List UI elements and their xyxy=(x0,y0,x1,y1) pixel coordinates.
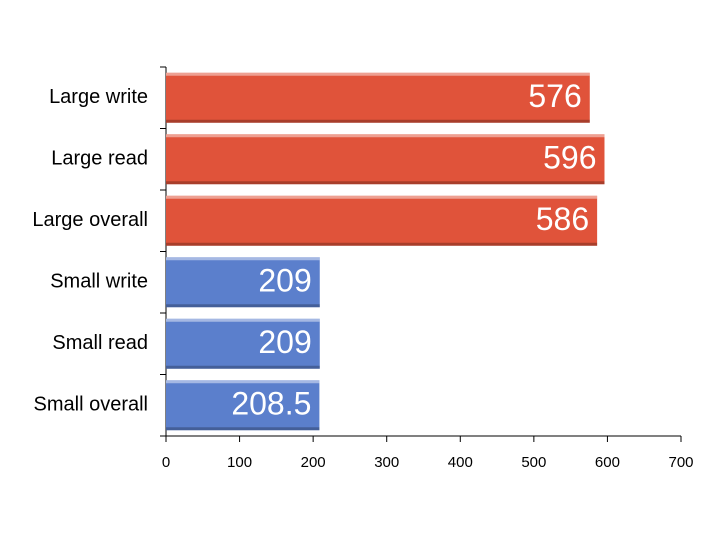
value-label: 596 xyxy=(543,140,596,176)
bar-highlight xyxy=(166,257,320,261)
x-tick-label: 400 xyxy=(448,454,473,471)
bar xyxy=(166,195,598,246)
y-tick-label: Small read xyxy=(52,332,148,354)
bar xyxy=(166,72,590,123)
x-tick-label: 700 xyxy=(668,454,693,471)
bar-highlight xyxy=(166,134,605,138)
value-label: 208.5 xyxy=(231,386,311,422)
bar-highlight xyxy=(166,380,320,384)
y-tick-label: Small write xyxy=(50,271,148,293)
y-tick-label: Small overall xyxy=(34,394,148,416)
x-tick-label: 200 xyxy=(301,454,326,471)
x-tick-label: 300 xyxy=(374,454,399,471)
value-label: 576 xyxy=(528,78,581,114)
bar-shadow xyxy=(166,427,320,431)
bar-highlight xyxy=(166,72,590,76)
x-tick-label: 0 xyxy=(162,454,170,471)
x-tick-label: 100 xyxy=(227,454,252,471)
bar-shadow xyxy=(166,365,320,369)
bar-highlight xyxy=(166,195,598,199)
value-label: 209 xyxy=(258,324,311,360)
bar xyxy=(166,380,320,431)
bar xyxy=(166,134,605,185)
bar-highlight xyxy=(166,318,320,322)
bar-shadow xyxy=(166,304,320,308)
bar-shadow xyxy=(166,181,605,185)
value-label: 586 xyxy=(536,201,589,237)
bar xyxy=(166,257,320,308)
bar-shadow xyxy=(166,242,598,246)
x-tick-label: 600 xyxy=(595,454,620,471)
bar xyxy=(166,318,320,369)
bar-shadow xyxy=(166,119,590,123)
x-tick-label: 500 xyxy=(521,454,546,471)
value-label: 209 xyxy=(258,263,311,299)
y-tick-label: Large read xyxy=(51,148,148,170)
y-tick-label: Large overall xyxy=(32,209,148,231)
y-tick-label: Large write xyxy=(49,86,148,108)
